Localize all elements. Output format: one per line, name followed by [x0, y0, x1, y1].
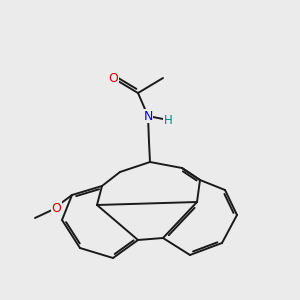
Text: H: H [164, 113, 172, 127]
Text: O: O [52, 202, 61, 215]
Text: O: O [108, 71, 118, 85]
Text: N: N [143, 110, 153, 122]
